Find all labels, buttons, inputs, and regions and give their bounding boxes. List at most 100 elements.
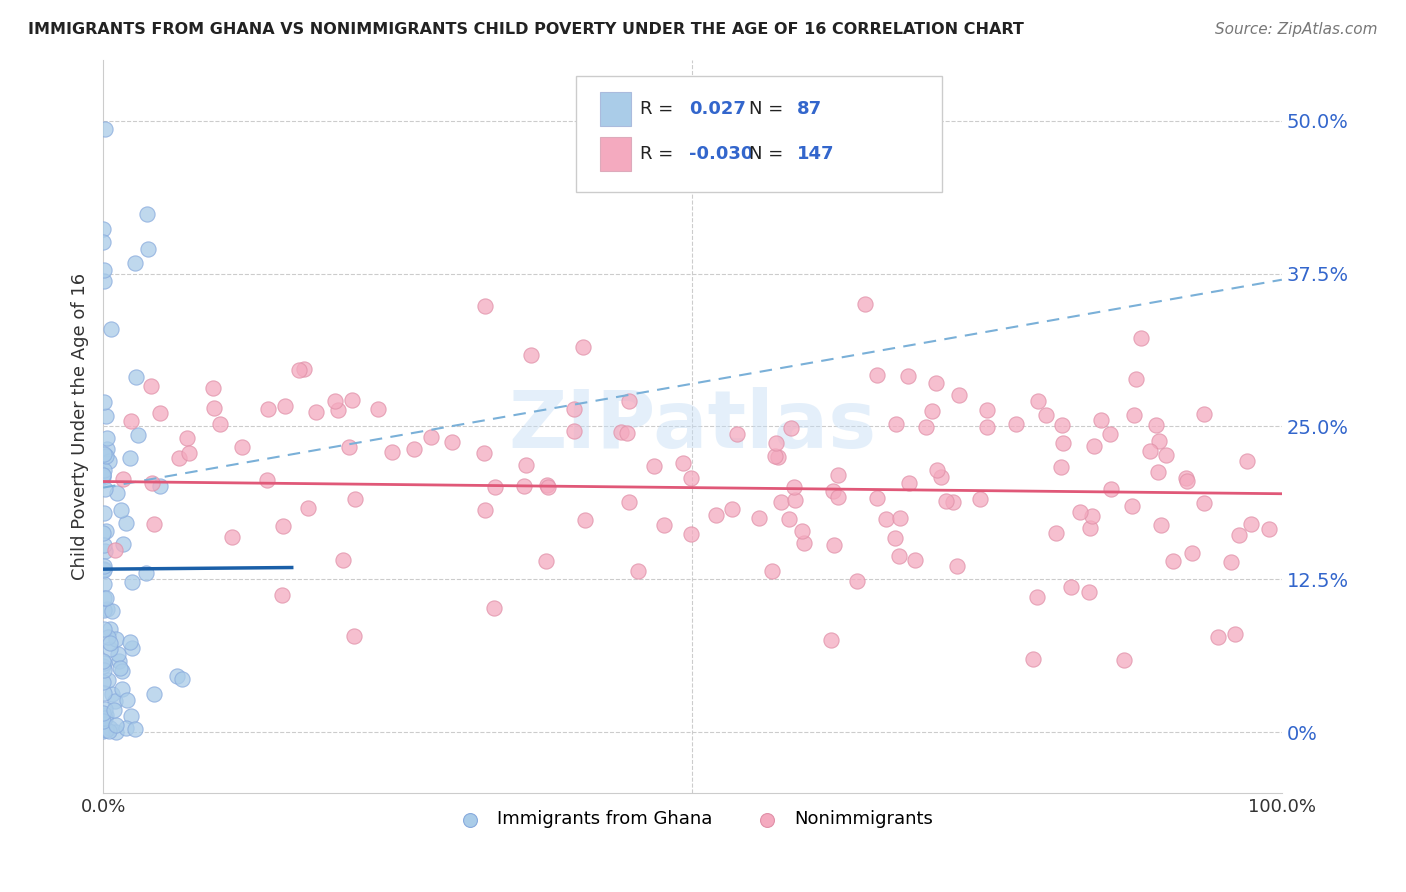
Point bbox=[257, 402, 280, 417]
Point bbox=[520, 348, 543, 362]
Point bbox=[91, 470, 114, 484]
Text: R =: R = bbox=[640, 145, 679, 163]
Point bbox=[1060, 580, 1083, 594]
Text: 0.027: 0.027 bbox=[689, 100, 745, 118]
Point bbox=[105, 718, 128, 732]
Point bbox=[340, 392, 363, 407]
Point bbox=[1078, 520, 1101, 534]
Point bbox=[111, 665, 134, 679]
Point bbox=[1083, 439, 1105, 453]
Point bbox=[875, 512, 897, 526]
Point bbox=[93, 539, 115, 553]
Point bbox=[98, 636, 121, 650]
Point bbox=[1099, 482, 1122, 496]
Point bbox=[482, 600, 505, 615]
Point bbox=[101, 687, 124, 701]
Point bbox=[1192, 495, 1215, 509]
Point bbox=[201, 381, 224, 395]
Point bbox=[562, 424, 585, 438]
Point bbox=[616, 426, 638, 441]
Point bbox=[96, 591, 118, 605]
Point bbox=[1090, 413, 1112, 427]
Point bbox=[93, 263, 115, 277]
Point bbox=[270, 588, 292, 602]
Point bbox=[111, 681, 134, 696]
Point bbox=[120, 634, 142, 648]
Point bbox=[1035, 408, 1057, 422]
Text: N =: N = bbox=[749, 145, 789, 163]
Point bbox=[748, 510, 770, 524]
Point bbox=[886, 417, 908, 431]
Point bbox=[827, 467, 849, 482]
Point bbox=[652, 518, 675, 533]
Point bbox=[721, 502, 744, 516]
Point bbox=[343, 629, 366, 643]
Point bbox=[790, 524, 813, 539]
Point bbox=[915, 420, 938, 434]
Point bbox=[779, 421, 801, 435]
Point bbox=[889, 511, 911, 525]
Point bbox=[93, 447, 115, 461]
Point bbox=[105, 724, 128, 739]
Point bbox=[136, 243, 159, 257]
Point bbox=[93, 577, 115, 591]
Point bbox=[149, 405, 172, 419]
Point bbox=[474, 299, 496, 313]
Point bbox=[1236, 454, 1258, 468]
Point bbox=[117, 692, 139, 706]
Point bbox=[515, 458, 537, 472]
Point bbox=[884, 531, 907, 545]
Point bbox=[91, 467, 114, 482]
Point bbox=[1026, 393, 1049, 408]
Point bbox=[101, 604, 124, 618]
Point bbox=[292, 361, 315, 376]
Point bbox=[97, 630, 120, 644]
Point bbox=[1099, 427, 1122, 442]
Point bbox=[942, 495, 965, 509]
Point bbox=[976, 403, 998, 417]
Point bbox=[96, 442, 118, 457]
Text: -0.030: -0.030 bbox=[689, 145, 754, 163]
Point bbox=[404, 442, 426, 457]
Point bbox=[337, 440, 360, 454]
Point bbox=[537, 480, 560, 494]
Point bbox=[820, 632, 842, 647]
Point bbox=[619, 394, 641, 409]
Point bbox=[94, 723, 117, 738]
Point bbox=[474, 502, 496, 516]
Point bbox=[170, 672, 193, 686]
Point bbox=[1050, 460, 1073, 475]
Point bbox=[344, 492, 367, 507]
Point bbox=[332, 552, 354, 566]
Point bbox=[104, 694, 127, 708]
Point bbox=[91, 724, 114, 739]
Point bbox=[107, 647, 129, 661]
Point bbox=[783, 493, 806, 508]
Point bbox=[91, 221, 114, 235]
Legend: Immigrants from Ghana, Nonimmigrants: Immigrants from Ghana, Nonimmigrants bbox=[444, 803, 941, 836]
Point bbox=[274, 399, 297, 413]
Point bbox=[381, 444, 404, 458]
Point bbox=[1192, 407, 1215, 421]
Point bbox=[627, 564, 650, 578]
Point bbox=[1240, 517, 1263, 532]
Point bbox=[572, 340, 595, 354]
Point bbox=[1022, 651, 1045, 665]
Point bbox=[725, 427, 748, 442]
Point bbox=[93, 506, 115, 520]
Point bbox=[121, 574, 143, 589]
Point bbox=[91, 675, 114, 690]
Point bbox=[112, 472, 135, 486]
Point bbox=[866, 368, 889, 383]
Point bbox=[1147, 434, 1170, 448]
Point bbox=[769, 494, 792, 508]
Point bbox=[166, 668, 188, 682]
Text: R =: R = bbox=[640, 100, 679, 118]
Point bbox=[1069, 504, 1091, 518]
Point bbox=[141, 476, 163, 491]
Point bbox=[765, 449, 787, 463]
Point bbox=[1258, 522, 1281, 536]
Point bbox=[97, 673, 120, 687]
Point bbox=[778, 512, 800, 526]
Text: N =: N = bbox=[749, 100, 789, 118]
